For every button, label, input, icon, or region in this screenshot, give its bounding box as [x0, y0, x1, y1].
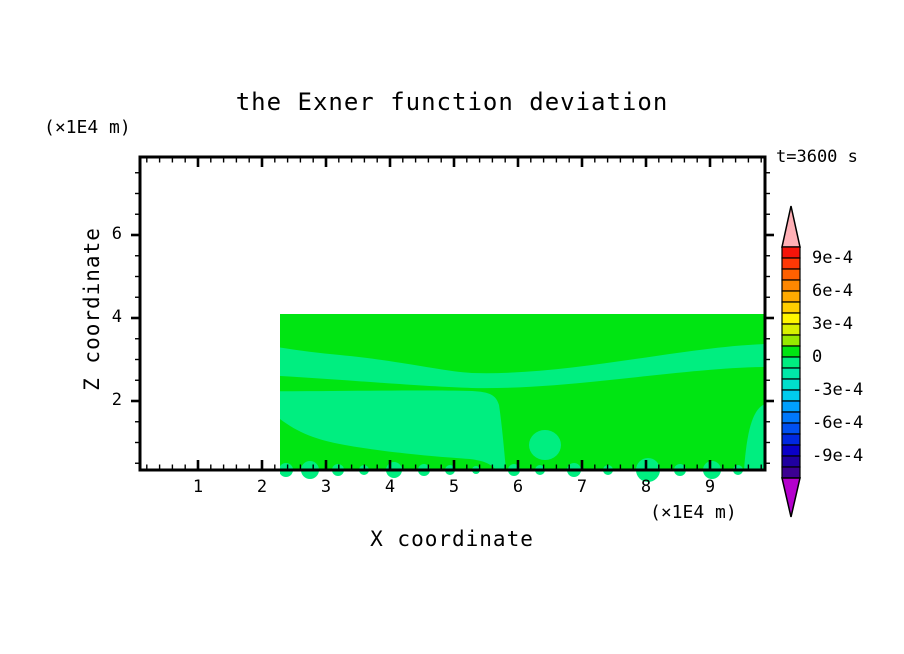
z-axis-unit-label: (×1E4 m): [44, 117, 131, 138]
z-tick-label-4: 4: [111, 307, 122, 327]
colorbar-tick-label-4: -3e-4: [812, 380, 864, 400]
colorbar-segment-8: [781, 334, 801, 347]
colorbar-segment-0: [781, 246, 801, 259]
colorbar-segment-13: [781, 389, 801, 402]
colorbar-over-arrow: [781, 205, 801, 248]
colorbar-tick-label-3: 0: [812, 347, 823, 367]
x-axis-title: X coordinate: [370, 527, 534, 551]
colorbar-segment-10: [781, 356, 801, 369]
time-stamp-label: t=3600 s: [776, 147, 858, 167]
colorbar-segment-2: [781, 268, 801, 281]
plot-border: [138, 155, 767, 472]
negative-region-3: [280, 344, 765, 389]
x-tick-label-9: 9: [704, 477, 716, 497]
colorbar-segment-7: [781, 323, 801, 336]
colorbar-segment-14: [781, 400, 801, 413]
colorbar-segment-16: [781, 422, 801, 435]
positive-dome-0: [280, 418, 496, 470]
x-tick-label-3: 3: [320, 477, 332, 497]
x-tick-label-1: 1: [192, 477, 204, 497]
colorbar-segment-12: [781, 378, 801, 391]
negative-region-1: [140, 196, 765, 329]
chart-title: the Exner function deviation: [235, 88, 669, 116]
colorbar-segment-11: [781, 367, 801, 380]
colorbar-tick-label-2: 3e-4: [812, 314, 853, 334]
colorbar-segment-3: [781, 279, 801, 292]
negative-bubble: [529, 430, 561, 460]
colorbar-under-arrow: [781, 477, 801, 518]
negative-region-2: [140, 200, 209, 283]
colorbar-tick-label-1: 6e-4: [812, 281, 853, 301]
colorbar-segment-20: [781, 466, 801, 479]
colorbar-segment-1: [781, 257, 801, 270]
x-tick-label-2: 2: [256, 477, 268, 497]
colorbar-segment-9: [781, 345, 801, 358]
colorbar-segment-6: [781, 312, 801, 325]
colorbar-segment-17: [781, 433, 801, 446]
z-tick-label-2: 2: [111, 390, 122, 410]
colorbar-segment-18: [781, 444, 801, 457]
x-axis-unit-label: (×1E4 m): [650, 502, 737, 523]
colorbar-segment-5: [781, 301, 801, 314]
x-tick-label-6: 6: [512, 477, 524, 497]
x-tick-label-5: 5: [448, 477, 460, 497]
negative-region-0: [178, 157, 497, 202]
x-tick-label-8: 8: [640, 477, 652, 497]
colorbar-tick-label-0: 9e-4: [812, 248, 853, 268]
contour-field: [140, 157, 765, 482]
colorbar-tick-label-5: -6e-4: [812, 413, 864, 433]
negative-region-5: [744, 404, 765, 470]
x-tick-label-7: 7: [576, 477, 588, 497]
colorbar-segment-4: [781, 290, 801, 303]
colorbar-segment-15: [781, 411, 801, 424]
x-tick-label-4: 4: [384, 477, 396, 497]
colorbar-tick-label-6: -9e-4: [812, 446, 864, 466]
colorbar-segment-19: [781, 455, 801, 468]
z-tick-label-6: 6: [111, 224, 122, 244]
